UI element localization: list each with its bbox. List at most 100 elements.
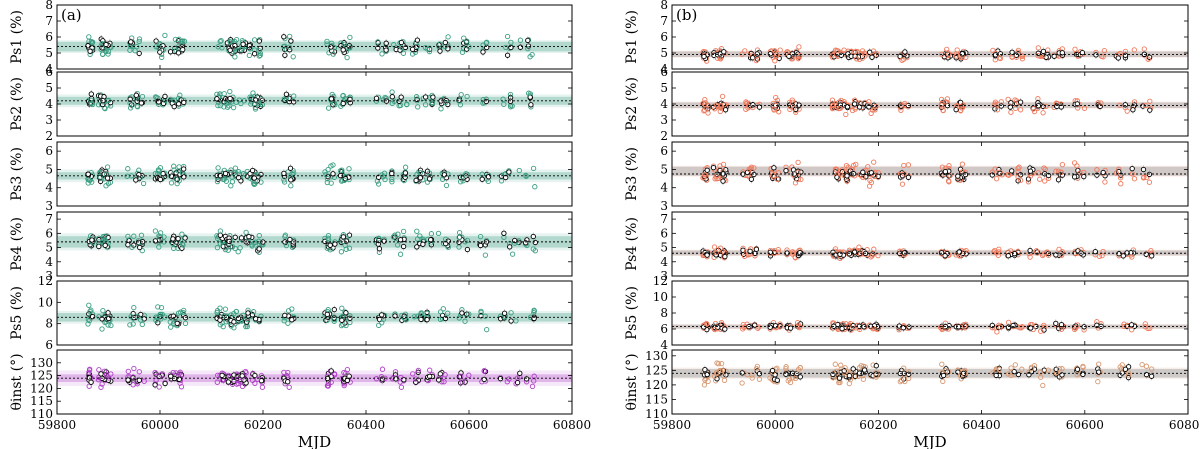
data-point-colored [443,99,449,106]
data-point-colored [1142,102,1149,109]
data-point-colored [158,372,164,378]
data-point-colored [1040,110,1046,116]
data-point-black [530,233,536,240]
data-point-black [288,177,294,183]
data-point-colored [1008,372,1014,378]
data-point-colored [854,56,860,62]
data-point-colored [347,34,353,41]
data-point-colored [330,162,336,168]
y-tick-label: 12 [653,274,668,288]
data-point-colored [424,46,430,52]
data-point-black [506,169,512,175]
data-point-colored [508,310,514,316]
data-point-colored [180,38,186,45]
data-point-black [846,372,853,379]
data-point-black [239,373,245,379]
data-point-black [844,173,850,179]
panel-frame [56,280,573,346]
data-point-colored [798,176,804,183]
data-point-colored [373,376,380,382]
plot-area [672,93,1188,118]
data-point-colored [1005,371,1011,377]
data-point-colored [422,102,429,108]
data-point-black [246,233,252,240]
data-point-colored [1019,56,1026,62]
data-point-black [873,363,879,369]
data-point-colored [100,46,107,52]
data-point-colored [343,246,349,252]
data-point-black [413,177,419,184]
y-tick-label: 5 [660,81,668,95]
data-point-black [133,92,139,98]
data-point-colored [939,326,945,333]
data-point-black [414,244,420,250]
data-point-colored [237,245,243,251]
data-point-colored [256,232,262,239]
data-point-colored [221,313,227,319]
data-point-colored [156,384,162,390]
data-point-black [397,237,404,243]
data-point-black [332,241,338,247]
data-point-black [344,377,351,384]
y-tick-label: 120 [30,381,53,395]
data-point-colored [792,375,799,382]
data-point-colored [158,316,164,322]
data-point-colored [100,307,106,314]
data-point-black [464,246,471,253]
data-point-colored [704,321,710,327]
data-point-colored [483,40,489,46]
data-point-colored [103,183,109,189]
data-point-colored [324,245,330,251]
data-point-black [157,176,164,183]
y-tick-label: 4 [45,255,53,269]
data-point-colored [256,53,262,59]
data-point-black [508,318,514,324]
plot-area [57,162,572,190]
data-point-black [417,175,424,181]
data-point-colored [464,93,470,100]
data-point-colored [344,54,350,61]
data-point-colored [1124,108,1130,114]
data-point-colored [795,322,802,328]
data-point-colored [177,309,184,315]
data-point-colored [324,38,330,45]
data-point-black [87,48,93,54]
data-point-colored [1035,53,1041,59]
data-point-colored [509,251,516,257]
data-point-colored [456,234,462,241]
data-point-colored [843,162,850,169]
data-point-colored [415,367,422,374]
data-point-colored [235,380,241,387]
data-point-colored [285,320,291,326]
data-point-colored [458,373,464,379]
data-point-colored [136,38,142,45]
data-point-colored [159,311,165,318]
y-tick-label: 4 [660,97,668,111]
data-point-colored [171,97,177,103]
data-point-colored [1140,175,1147,181]
data-point-colored [1008,109,1014,115]
data-point-black [532,239,538,246]
data-point-colored [244,316,251,323]
data-point-black [245,310,251,316]
data-point-colored [1102,179,1108,185]
data-point-black [85,43,91,49]
data-point-colored [1018,325,1024,331]
y-tick-label: 125 [30,369,53,383]
data-point-colored [217,38,223,45]
data-point-colored [507,91,514,98]
data-point-colored [721,377,728,384]
data-point-black [103,41,109,48]
y-tick-label: 3 [45,113,53,127]
y-tick-label: 5 [660,46,668,60]
y-tick-label: 5 [45,241,53,255]
y-axis-label: Ps5 (%) [624,286,640,340]
data-point-colored [158,304,165,311]
data-point-black [389,94,395,100]
data-point-black [525,37,531,44]
data-point-colored [478,309,484,316]
data-point-colored [411,314,418,320]
panel-frame [56,349,573,415]
data-point-colored [400,228,407,235]
data-point-black [181,166,187,172]
